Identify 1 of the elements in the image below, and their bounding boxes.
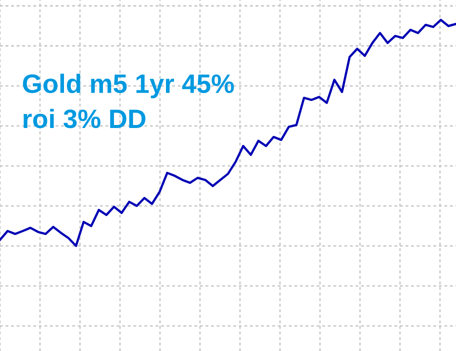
annotation: Gold m5 1yr 45% roi 3% DD	[22, 74, 234, 128]
